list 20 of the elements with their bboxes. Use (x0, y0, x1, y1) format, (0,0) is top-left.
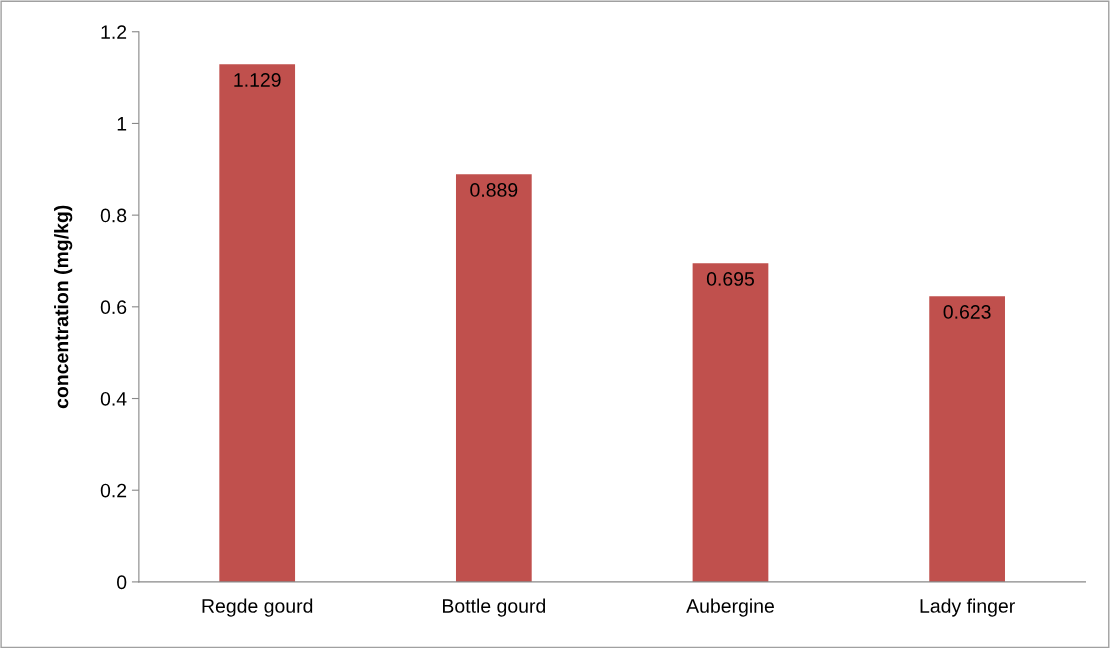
x-tick-label: Aubergine (686, 598, 774, 617)
y-tick-label: 1 (117, 117, 127, 131)
y-tick-label: 1.2 (101, 25, 127, 39)
y-tick-label: 0.2 (100, 483, 127, 498)
y-tick-label: 0 (117, 575, 127, 590)
y-tick-label: 0.8 (100, 208, 127, 223)
x-tick-label: Lady finger (920, 598, 1015, 617)
data-label: 0.623 (943, 305, 991, 319)
x-tick-label: Regde gourd (202, 598, 313, 617)
bar (219, 64, 296, 582)
x-tick-label: Bottle gourd (443, 598, 546, 617)
bar (929, 296, 1005, 582)
y-axis-title: concentration (mg/kg) (54, 205, 73, 409)
data-label: 0.695 (706, 272, 754, 286)
bar (692, 263, 769, 582)
data-label: 1.129 (234, 73, 281, 87)
data-label: 0.889 (470, 183, 518, 197)
bar (455, 174, 532, 582)
y-tick-label: 0.6 (100, 300, 127, 315)
y-tick-label: 0.4 (100, 391, 127, 406)
